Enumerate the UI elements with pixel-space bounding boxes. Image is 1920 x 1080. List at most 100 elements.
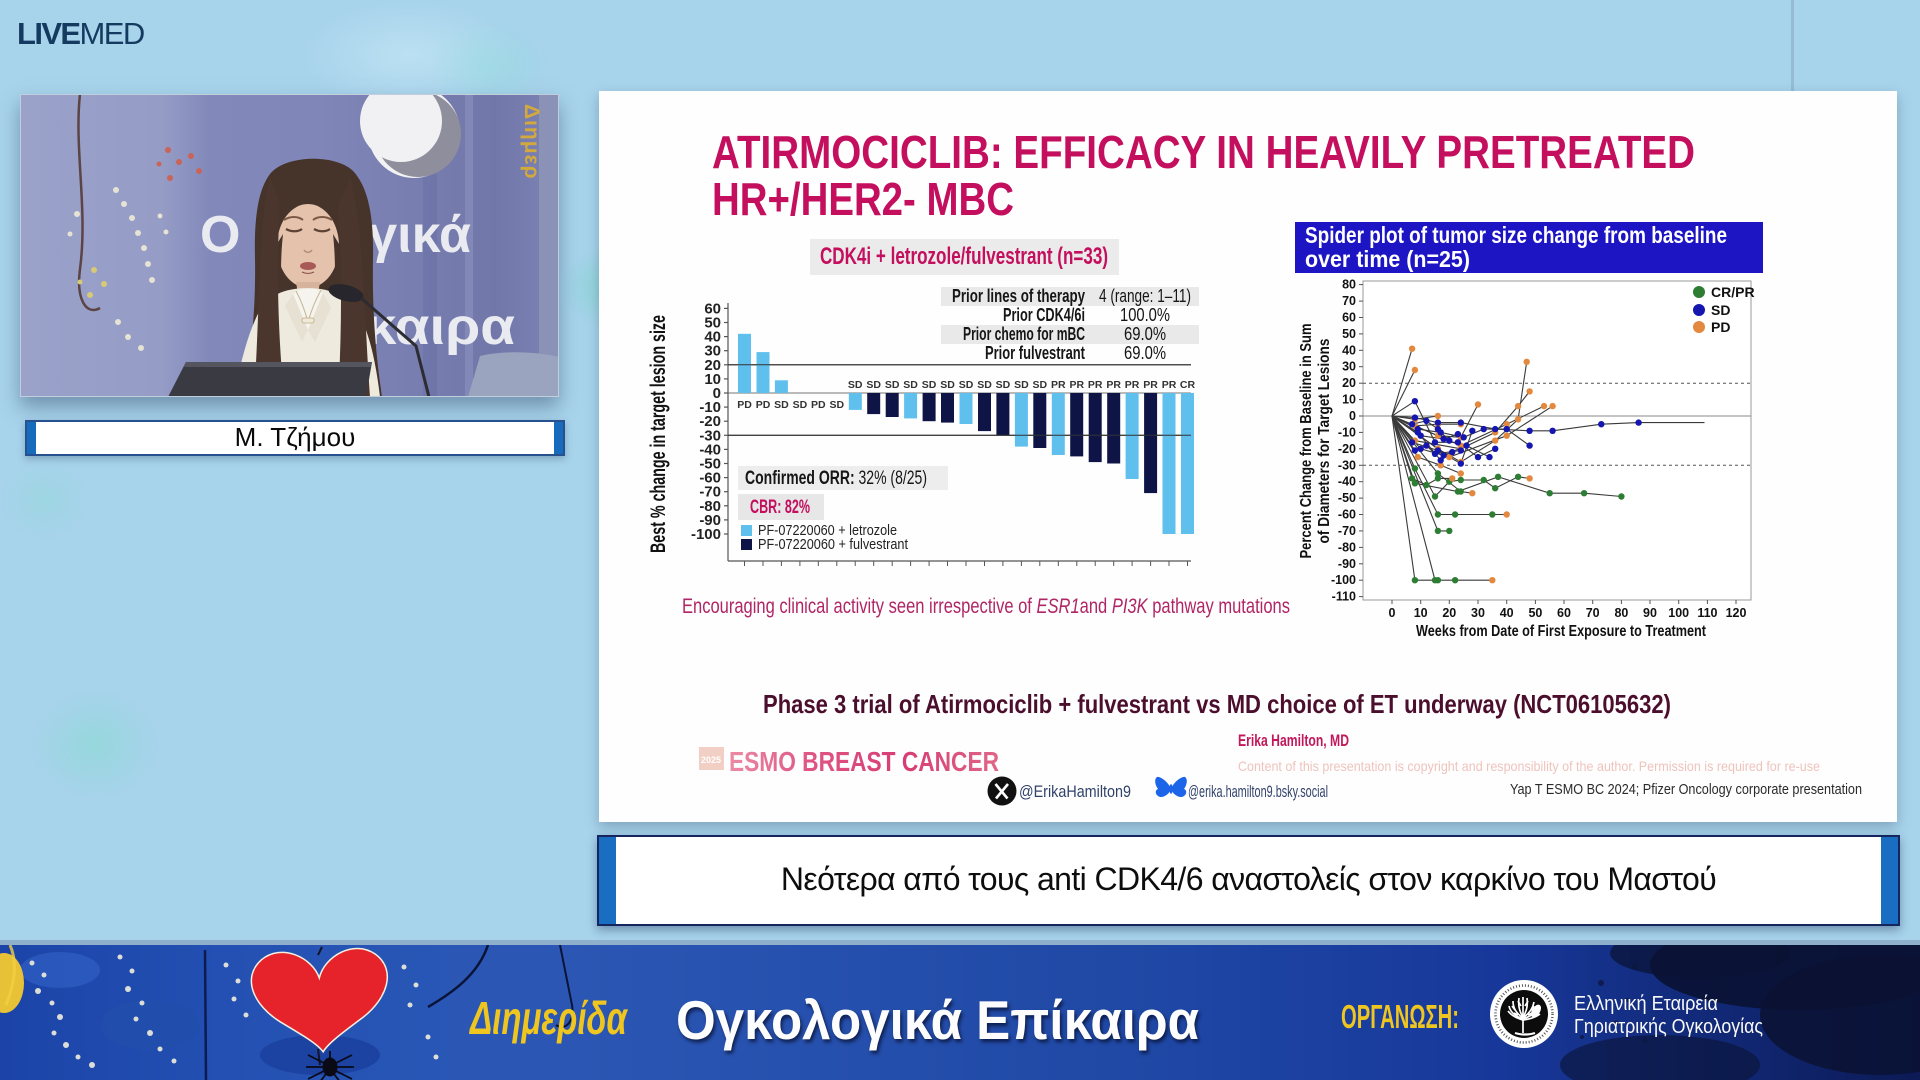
svg-text:SD: SD bbox=[793, 399, 808, 411]
svg-text:-70: -70 bbox=[1338, 524, 1356, 538]
svg-text:40: 40 bbox=[1342, 343, 1356, 357]
svg-text:-80: -80 bbox=[1338, 540, 1356, 554]
svg-text:69.0%: 69.0% bbox=[1124, 343, 1166, 363]
svg-text:SD: SD bbox=[866, 379, 881, 391]
svg-text:CDK4i + letrozole/fulvestrant: CDK4i + letrozole/fulvestrant (n=33) bbox=[820, 243, 1108, 270]
svg-text:PR: PR bbox=[1051, 379, 1066, 391]
svg-text:-110: -110 bbox=[1332, 590, 1356, 604]
svg-text:30: 30 bbox=[1471, 606, 1485, 620]
svg-text:ΟΡΓΑΝΩΣΗ:: ΟΡΓΑΝΩΣΗ: bbox=[1341, 998, 1459, 1035]
svg-text:SD: SD bbox=[774, 399, 789, 411]
svg-text:10: 10 bbox=[1414, 606, 1428, 620]
svg-text:PR: PR bbox=[1125, 379, 1140, 391]
svg-text:0: 0 bbox=[713, 385, 721, 402]
svg-text:PD: PD bbox=[1711, 319, 1730, 335]
svg-text:PR: PR bbox=[1162, 379, 1177, 391]
svg-text:SD: SD bbox=[848, 379, 863, 391]
svg-text:60: 60 bbox=[1342, 311, 1356, 325]
svg-text:SD: SD bbox=[940, 379, 955, 391]
svg-text:CBR: 82%: CBR: 82% bbox=[750, 497, 810, 518]
svg-text:70: 70 bbox=[1342, 294, 1356, 308]
svg-text:καιρα: καιρα bbox=[365, 298, 515, 356]
svg-text:-90: -90 bbox=[1338, 557, 1356, 571]
svg-text:-20: -20 bbox=[699, 413, 721, 430]
svg-text:50: 50 bbox=[704, 315, 721, 332]
svg-text:100.0%: 100.0% bbox=[1120, 305, 1170, 325]
svg-text:SD: SD bbox=[996, 379, 1011, 391]
svg-text:-20: -20 bbox=[1338, 442, 1356, 456]
svg-text:20: 20 bbox=[1342, 376, 1356, 390]
svg-text:PF-07220060 + fulvestrant: PF-07220060 + fulvestrant bbox=[758, 537, 908, 553]
svg-text:Yap T ESMO BC 2024; Pfizer Onc: Yap T ESMO BC 2024; Pfizer Oncology corp… bbox=[1510, 781, 1862, 798]
svg-text:40: 40 bbox=[704, 329, 721, 346]
svg-text:-30: -30 bbox=[1338, 458, 1356, 472]
svg-text:30: 30 bbox=[1342, 360, 1356, 374]
svg-text:20: 20 bbox=[1442, 606, 1456, 620]
svg-text:-40: -40 bbox=[699, 441, 721, 458]
svg-text:-100: -100 bbox=[1331, 573, 1356, 587]
svg-text:69.0%: 69.0% bbox=[1124, 324, 1166, 344]
svg-text:Ελληνική Εταιρεία: Ελληνική Εταιρεία bbox=[1574, 993, 1718, 1015]
svg-text:10: 10 bbox=[704, 371, 721, 388]
svg-text:Prior lines of therapy: Prior lines of therapy bbox=[952, 286, 1085, 306]
svg-text:-10: -10 bbox=[699, 399, 721, 416]
svg-text:100: 100 bbox=[1668, 606, 1689, 620]
svg-text:120: 120 bbox=[1726, 606, 1747, 620]
svg-text:ESMO BREAST CANCER: ESMO BREAST CANCER bbox=[729, 746, 999, 777]
svg-text:Best % change in target lesion: Best % change in target lesion size bbox=[647, 315, 670, 553]
svg-text:80: 80 bbox=[1614, 606, 1628, 620]
svg-text:SD: SD bbox=[977, 379, 992, 391]
svg-text:SD: SD bbox=[903, 379, 918, 391]
svg-text:Weeks from Date of First Expos: Weeks from Date of First Exposure to Tre… bbox=[1416, 623, 1706, 640]
svg-text:PR: PR bbox=[1143, 379, 1158, 391]
svg-text:SD: SD bbox=[1014, 379, 1029, 391]
svg-text:-30: -30 bbox=[699, 427, 721, 444]
svg-text:HR+/HER2- MBC: HR+/HER2- MBC bbox=[712, 173, 1014, 225]
svg-text:20: 20 bbox=[704, 357, 721, 374]
svg-text:-40: -40 bbox=[1338, 475, 1356, 489]
svg-text:80: 80 bbox=[1342, 278, 1356, 292]
svg-text:over time (n=25): over time (n=25) bbox=[1305, 246, 1470, 272]
svg-text:50: 50 bbox=[1342, 327, 1356, 341]
svg-text:Ογκολογικά Επίκαιρα: Ογκολογικά Επίκαιρα bbox=[676, 989, 1199, 1051]
svg-text:-80: -80 bbox=[699, 498, 721, 515]
svg-text:Διημερίδα: Διημερίδα bbox=[469, 992, 629, 1044]
svg-text:PR: PR bbox=[1070, 379, 1085, 391]
svg-text:@ErikaHamilton9: @ErikaHamilton9 bbox=[1019, 782, 1131, 801]
svg-text:SD: SD bbox=[1033, 379, 1048, 391]
svg-text:PD: PD bbox=[756, 399, 771, 411]
svg-text:PD: PD bbox=[811, 399, 826, 411]
svg-text:ATIRMOCICLIB: EFFICACY IN HEAV: ATIRMOCICLIB: EFFICACY IN HEAVILY PRETRE… bbox=[712, 126, 1695, 178]
svg-text:CR/PR: CR/PR bbox=[1711, 284, 1755, 300]
svg-text:Prior fulvestrant: Prior fulvestrant bbox=[985, 343, 1085, 363]
svg-text:30: 30 bbox=[704, 343, 721, 360]
svg-text:-50: -50 bbox=[1338, 491, 1356, 505]
svg-text:70: 70 bbox=[1586, 606, 1600, 620]
svg-text:60: 60 bbox=[704, 300, 721, 317]
svg-text:PR: PR bbox=[1106, 379, 1121, 391]
svg-text:PD: PD bbox=[737, 399, 752, 411]
svg-text:Γηριατρικής Ογκολογίας: Γηριατρικής Ογκολογίας bbox=[1574, 1016, 1763, 1038]
svg-text:-50: -50 bbox=[699, 456, 721, 473]
svg-text:60: 60 bbox=[1557, 606, 1571, 620]
svg-text:Spider plot of tumor size chan: Spider plot of tumor size change from ba… bbox=[1305, 222, 1727, 248]
svg-text:90: 90 bbox=[1643, 606, 1657, 620]
svg-text:SD: SD bbox=[1711, 302, 1730, 318]
svg-text:-70: -70 bbox=[699, 484, 721, 501]
svg-text:Encouraging clinical activity: Encouraging clinical activity seen irres… bbox=[682, 595, 1290, 618]
svg-text:50: 50 bbox=[1528, 606, 1542, 620]
svg-text:CR: CR bbox=[1180, 379, 1196, 391]
svg-text:PR: PR bbox=[1088, 379, 1103, 391]
svg-text:Prior CDK4/6i: Prior CDK4/6i bbox=[1003, 305, 1085, 325]
svg-text:PF-07220060 + letrozole: PF-07220060 + letrozole bbox=[758, 523, 897, 539]
svg-text:Διημερ: Διημερ bbox=[520, 104, 543, 180]
svg-text:Content of this presentation i: Content of this presentation is copyrigh… bbox=[1238, 758, 1820, 774]
svg-text:Prior chemo for mBC: Prior chemo for mBC bbox=[963, 324, 1085, 344]
svg-text:0: 0 bbox=[1349, 409, 1356, 423]
svg-text:40: 40 bbox=[1500, 606, 1514, 620]
svg-text:Erika Hamilton, MD: Erika Hamilton, MD bbox=[1238, 731, 1349, 750]
svg-text:-10: -10 bbox=[1338, 425, 1356, 439]
svg-text:SD: SD bbox=[959, 379, 974, 391]
svg-text:110: 110 bbox=[1697, 606, 1717, 620]
svg-text:0: 0 bbox=[1389, 606, 1396, 620]
